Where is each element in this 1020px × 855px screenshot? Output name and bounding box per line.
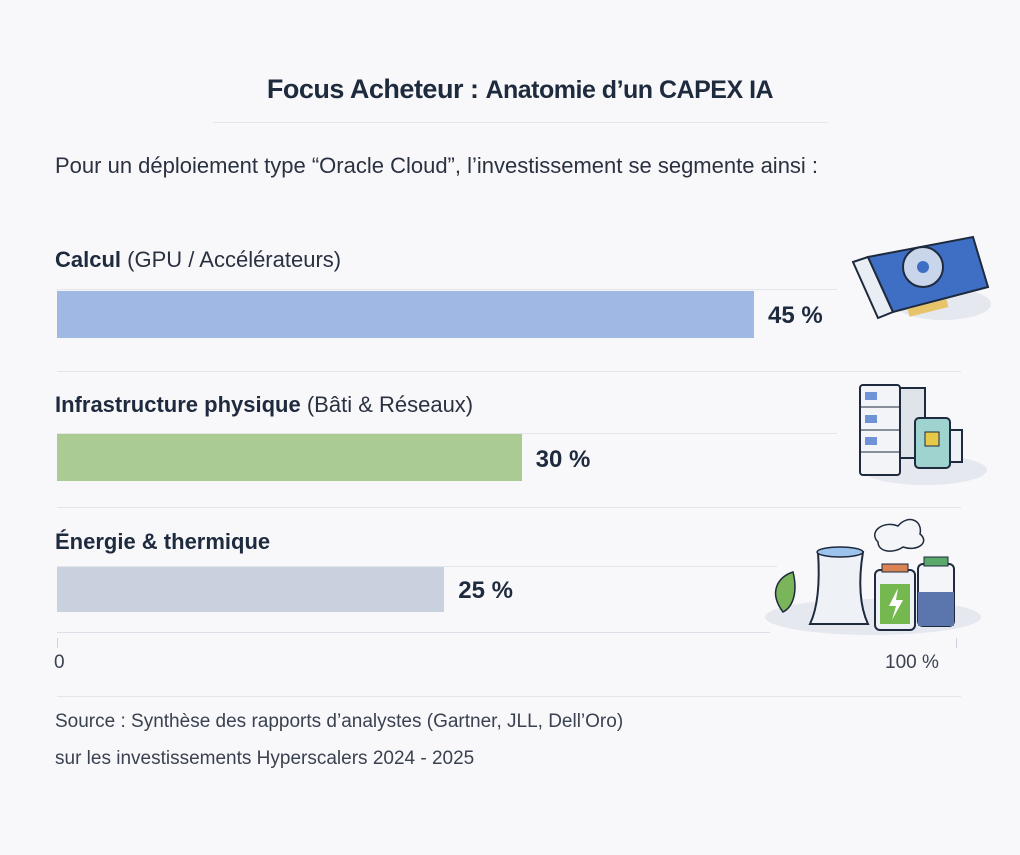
label-bold: Infrastructure physique bbox=[55, 392, 301, 417]
gpu-card-icon bbox=[851, 235, 991, 320]
bar-infrastructure bbox=[57, 434, 522, 481]
source-line-2: sur les investissements Hyperscalers 202… bbox=[55, 748, 475, 769]
x-tick-label-0: 0 bbox=[54, 652, 65, 673]
row-divider bbox=[57, 371, 961, 372]
row-guide bbox=[57, 566, 777, 567]
chart-title: Focus Acheteur : Anatomie d’un CAPEX IA bbox=[266, 74, 774, 104]
energy-cooling-icon bbox=[765, 518, 981, 635]
row-guide bbox=[57, 433, 837, 434]
x-tick-label-100: 100 % bbox=[885, 652, 939, 673]
bar-calcul bbox=[57, 291, 754, 338]
x-axis-line bbox=[57, 632, 770, 633]
row-divider bbox=[57, 507, 961, 508]
x-tick-0 bbox=[57, 638, 58, 648]
title-suffix: Anatomie d’un CAPEX IA bbox=[485, 76, 774, 104]
category-label-infrastructure: Infrastructure physique (Bâti & Réseaux) bbox=[55, 392, 473, 418]
chart-subtitle: Pour un déploiement type “Oracle Cloud”,… bbox=[55, 153, 819, 178]
label-bold: Énergie & thermique bbox=[55, 529, 271, 554]
x-tick-100 bbox=[956, 638, 957, 648]
value-label-energie: 25 % bbox=[458, 577, 513, 604]
category-label-energie: Énergie & thermique bbox=[55, 529, 270, 555]
footer-divider bbox=[57, 696, 961, 697]
title-main: Focus Acheteur bbox=[266, 74, 464, 104]
label-bold: Calcul bbox=[55, 247, 122, 272]
title-divider bbox=[213, 122, 828, 123]
row-guide bbox=[57, 289, 837, 290]
value-label-infrastructure: 30 % bbox=[535, 446, 591, 473]
label-detail: (GPU / Accélérateurs) bbox=[127, 247, 342, 272]
label-detail: (Bâti & Réseaux) bbox=[306, 392, 474, 417]
category-label-calcul: Calcul (GPU / Accélérateurs) bbox=[55, 247, 341, 273]
bar-energie bbox=[57, 567, 445, 612]
server-rack-icon bbox=[859, 384, 987, 485]
source-line-1: Source : Synthèse des rapports d’analyst… bbox=[55, 711, 624, 732]
value-label-calcul: 45 % bbox=[768, 302, 823, 329]
